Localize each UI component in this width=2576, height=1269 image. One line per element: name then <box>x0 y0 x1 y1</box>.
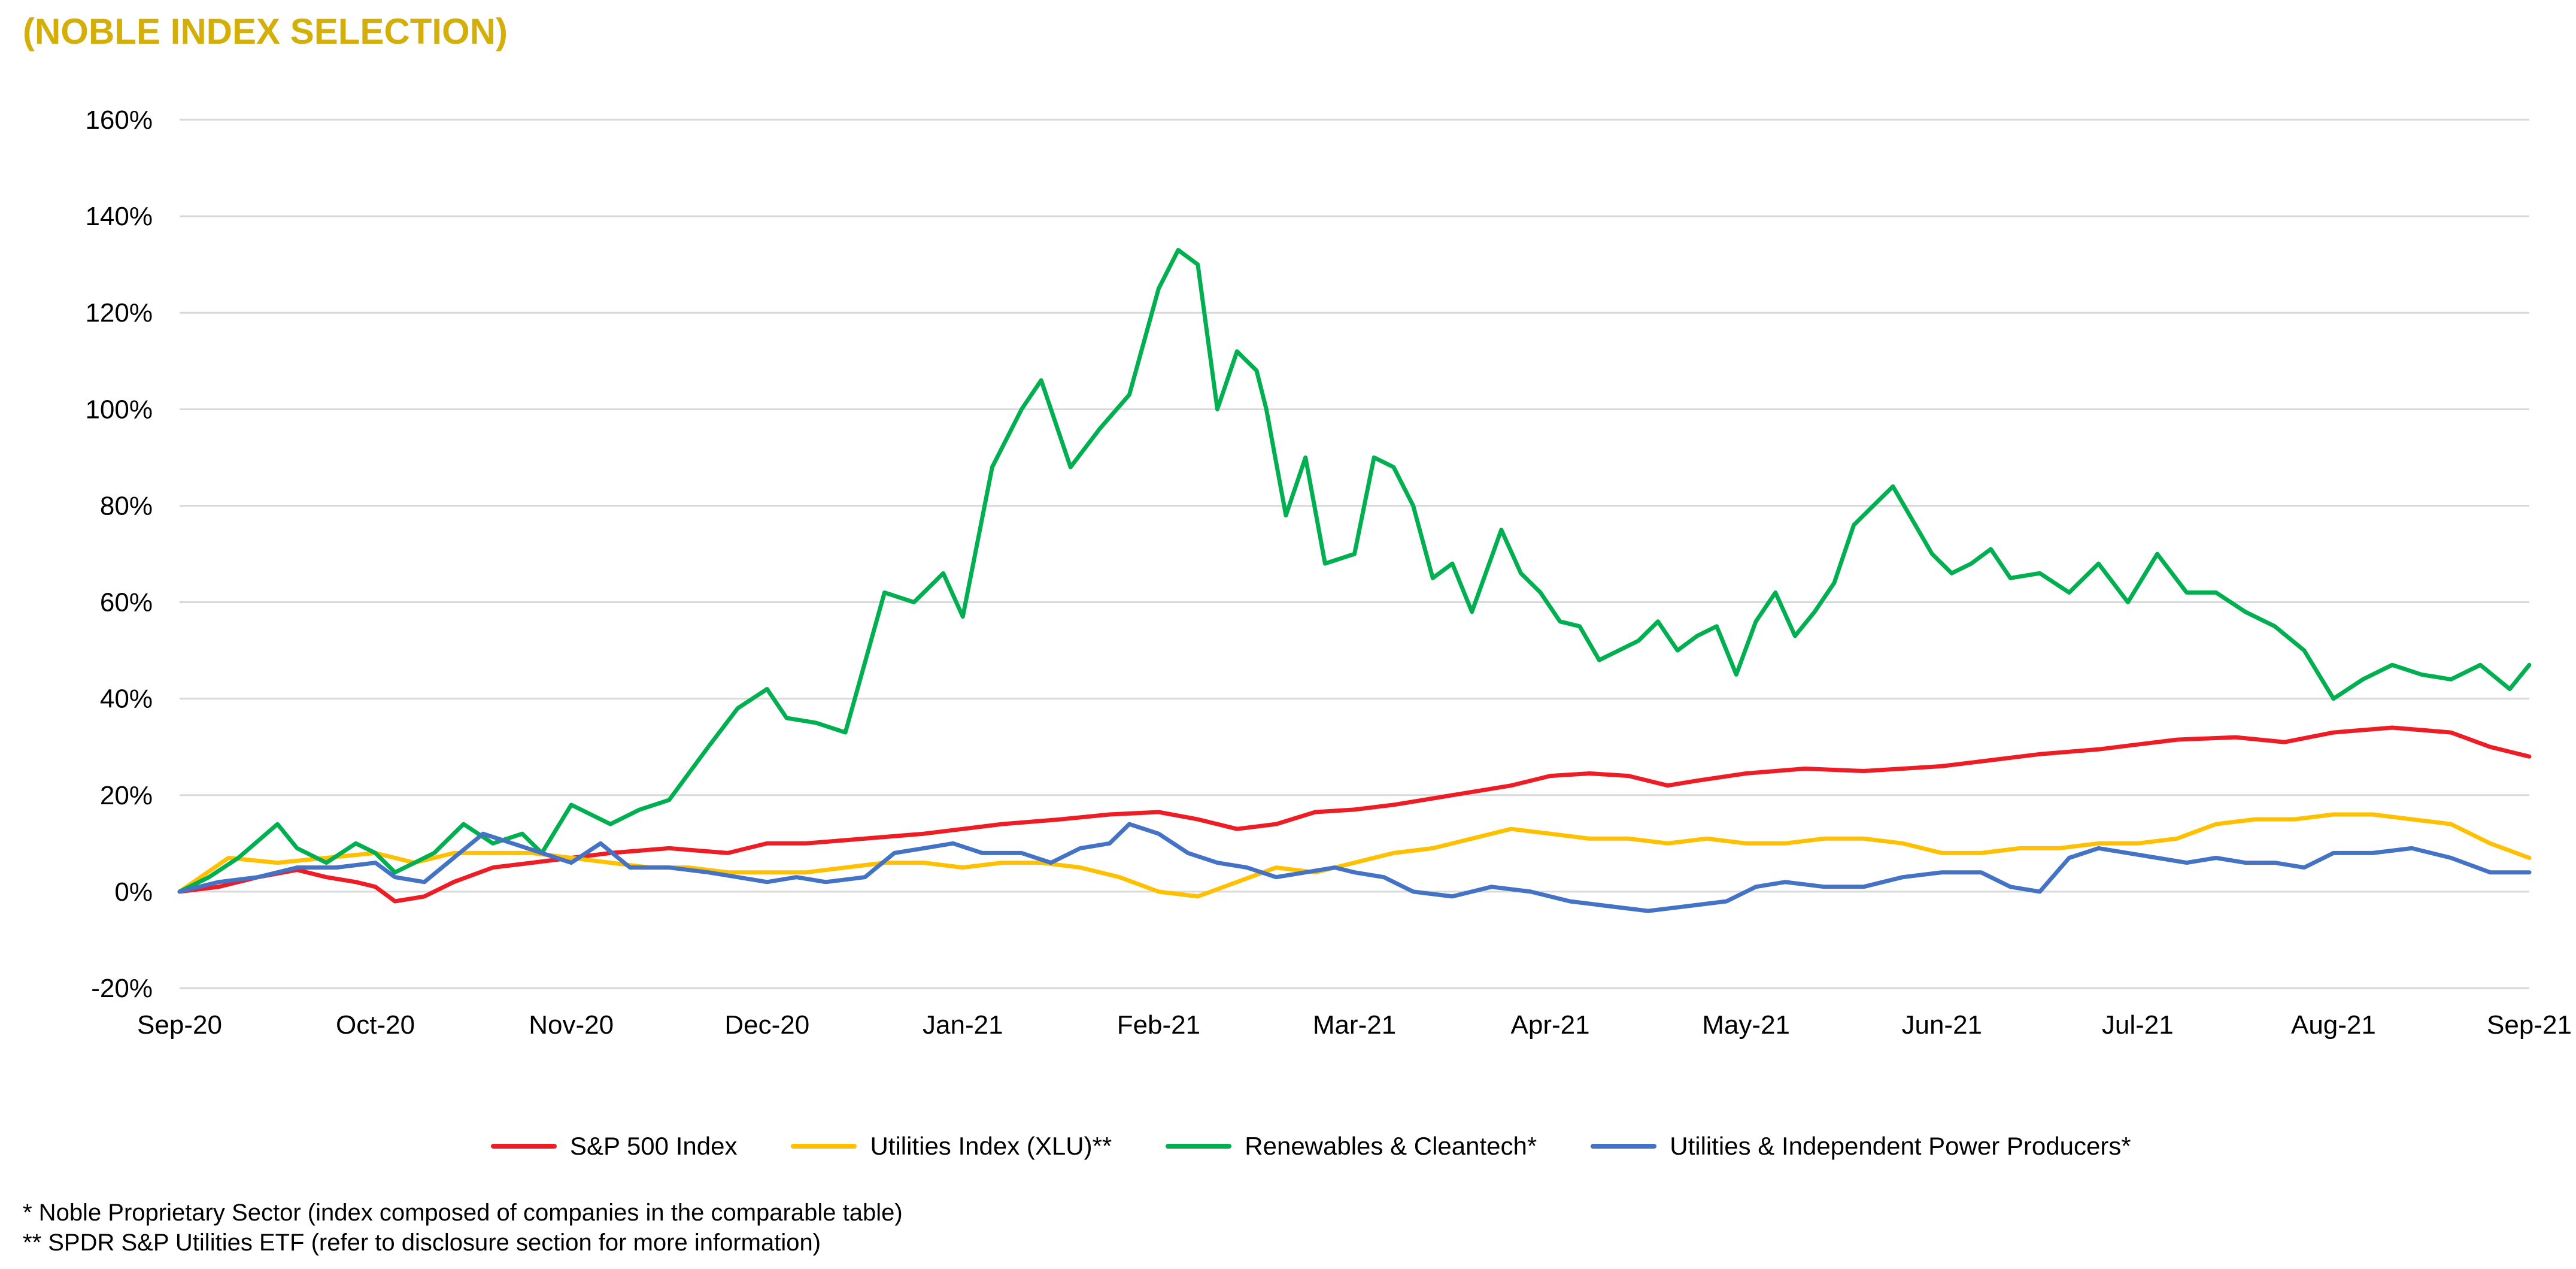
footnote-spdr-etf: ** SPDR S&P Utilities ETF (refer to disc… <box>23 1229 821 1256</box>
x-tick-label: Feb-21 <box>1117 1010 1200 1040</box>
y-tick-label: 100% <box>85 395 153 424</box>
gridlines <box>180 119 2529 989</box>
series-line-ipp <box>177 822 2532 913</box>
x-tick-label: Dec-20 <box>724 1010 809 1040</box>
y-tick-label: 80% <box>100 491 153 520</box>
x-axis-tick-labels: Sep-20 Oct-20 Nov-20 Dec-20 Jan-21 Feb-21 Mar-… <box>137 1010 2572 1040</box>
x-tick-label: May-21 <box>1702 1010 1790 1040</box>
x-tick-label: Aug-21 <box>2291 1010 2376 1040</box>
y-tick-label: -20% <box>91 974 153 1003</box>
legend-label-renewables: Renewables & Cleantech* <box>1245 1132 1537 1160</box>
series-lines <box>177 248 2532 913</box>
x-tick-label: Sep-21 <box>2487 1010 2572 1040</box>
footnote-noble-sector: * Noble Proprietary Sector (index compos… <box>23 1200 903 1226</box>
page-title: (NOBLE INDEX SELECTION) <box>23 11 508 52</box>
y-tick-label: 120% <box>85 298 153 328</box>
legend-label-xlu: Utilities Index (XLU)** <box>870 1132 1112 1160</box>
legend-item-renewables: Renewables & Cleantech* <box>1166 1132 1537 1161</box>
footnotes: * Noble Proprietary Sector (index compos… <box>23 1198 903 1258</box>
y-tick-label: 160% <box>85 105 153 135</box>
y-tick-label: 140% <box>85 202 153 231</box>
legend-label-sp500: S&P 500 Index <box>570 1132 738 1160</box>
x-tick-label: Apr-21 <box>1511 1010 1590 1040</box>
x-tick-label: Jul-21 <box>2102 1010 2174 1040</box>
x-tick-label: Jan-21 <box>923 1010 1003 1040</box>
legend-item-xlu: Utilities Index (XLU)** <box>791 1132 1112 1161</box>
series-line-renewables <box>177 248 2532 894</box>
legend-swatch-sp500 <box>491 1144 557 1149</box>
legend-swatch-ipp <box>1591 1144 1657 1149</box>
legend-label-ipp: Utilities & Independent Power Producers* <box>1670 1132 2131 1160</box>
y-tick-label: 20% <box>100 781 153 810</box>
y-tick-label: 60% <box>100 588 153 617</box>
y-axis-tick-labels: -20% 0% 20% 40% 60% 80% 100% 120% 140% 160% <box>85 105 153 1003</box>
x-tick-label: Oct-20 <box>336 1010 415 1040</box>
y-tick-label: 40% <box>100 685 153 714</box>
legend-item-ipp: Utilities & Independent Power Producers* <box>1591 1132 2131 1161</box>
chart-legend: S&P 500 Index Utilities Index (XLU)** Re… <box>491 1132 2131 1161</box>
series-line-xlu <box>177 812 2532 899</box>
x-tick-label: Sep-20 <box>137 1010 222 1040</box>
legend-swatch-xlu <box>791 1144 857 1149</box>
x-tick-label: Mar-21 <box>1313 1010 1396 1040</box>
series-line-sp500 <box>177 725 2532 904</box>
y-tick-label: 0% <box>114 877 153 907</box>
legend-swatch-renewables <box>1166 1144 1232 1149</box>
x-tick-label: Nov-20 <box>529 1010 614 1040</box>
legend-item-sp500: S&P 500 Index <box>491 1132 737 1161</box>
x-tick-label: Jun-21 <box>1901 1010 1982 1040</box>
